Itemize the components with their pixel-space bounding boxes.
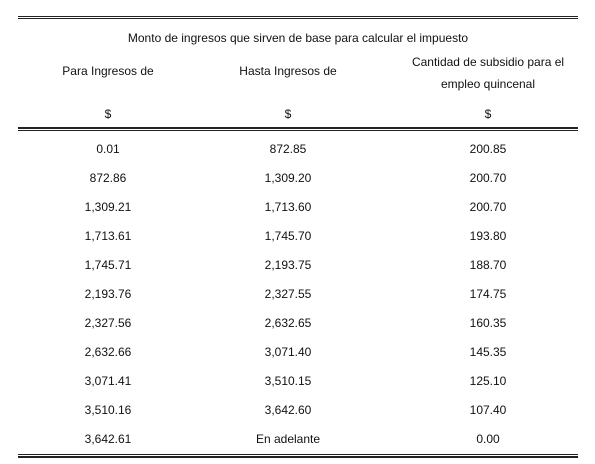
cell-subsidy: 160.35: [469, 316, 507, 330]
table-top-rule: [18, 16, 578, 19]
currency-subsidy: $: [484, 107, 492, 121]
cell-subsidy: 107.40: [469, 403, 507, 417]
cell-subsidy: 200.70: [469, 171, 507, 185]
table-row: 0.01 872.85 200.85: [18, 135, 578, 164]
currency-row: $ $ $: [18, 103, 578, 127]
cell-to: 1,713.60: [264, 200, 312, 214]
table-body: 0.01 872.85 200.85 872.86 1,309.20 200.7…: [18, 135, 578, 454]
cell-from: 872.86: [89, 171, 127, 185]
table-row: 2,327.56 2,632.65 160.35: [18, 309, 578, 338]
cell-from: 2,193.76: [84, 287, 132, 301]
cell-to: 872.85: [269, 142, 307, 156]
table-row: 872.86 1,309.20 200.70: [18, 164, 578, 193]
header-double-rule: [18, 127, 578, 131]
cell-to: 3,071.40: [264, 345, 312, 359]
cell-to: En adelante: [255, 432, 321, 446]
cell-from: 1,745.71: [84, 258, 132, 272]
header-subsidy-line1: Cantidad de subsidio para el: [411, 55, 565, 69]
cell-from: 3,510.16: [84, 403, 132, 417]
table-row: 3,510.16 3,642.60 107.40: [18, 396, 578, 425]
cell-subsidy: 174.75: [469, 287, 507, 301]
table-row: 1,309.21 1,713.60 200.70: [18, 193, 578, 222]
cell-from: 1,713.61: [84, 229, 132, 243]
cell-to: 2,193.75: [264, 258, 312, 272]
cell-to: 1,745.70: [264, 229, 312, 243]
cell-subsidy: 200.85: [469, 142, 507, 156]
header-from: Para Ingresos de: [62, 64, 154, 78]
cell-from: 3,642.61: [84, 432, 132, 446]
cell-from: 2,632.66: [84, 345, 132, 359]
cell-from: 1,309.21: [84, 200, 132, 214]
table-row: 1,713.61 1,745.70 193.80: [18, 222, 578, 251]
table-row: 2,193.76 2,327.55 174.75: [18, 280, 578, 309]
cell-subsidy: 125.10: [469, 374, 507, 388]
cell-to: 1,309.20: [264, 171, 312, 185]
cell-from: 2,327.56: [84, 316, 132, 330]
cell-subsidy: 200.70: [469, 200, 507, 214]
cell-from: 3,071.41: [84, 374, 132, 388]
table-caption: Monto de ingresos que sirven de base par…: [127, 31, 469, 45]
currency-to: $: [284, 107, 292, 121]
table-row: 3,071.41 3,510.15 125.10: [18, 367, 578, 396]
cell-subsidy: 188.70: [469, 258, 507, 272]
cell-to: 3,642.60: [264, 403, 312, 417]
header-subsidy-line2: empleo quincenal: [440, 77, 536, 91]
cell-subsidy: 0.00: [476, 432, 500, 446]
table-bottom-rule: [18, 454, 578, 458]
cell-subsidy: 193.80: [469, 229, 507, 243]
cell-subsidy: 145.35: [469, 345, 507, 359]
header-subsidy: Cantidad de subsidio para el empleo quin…: [383, 51, 593, 95]
cell-to: 2,632.65: [264, 316, 312, 330]
table-row: 1,745.71 2,193.75 188.70: [18, 251, 578, 280]
currency-from: $: [104, 107, 112, 121]
table-row: 2,632.66 3,071.40 145.35: [18, 338, 578, 367]
header-to: Hasta Ingresos de: [239, 64, 337, 78]
table-header: Para Ingresos de Hasta Ingresos de Canti…: [18, 51, 578, 103]
cell-to: 3,510.15: [264, 374, 312, 388]
table-row: 3,642.61 En adelante 0.00: [18, 425, 578, 454]
cell-from: 0.01: [96, 142, 120, 156]
subsidy-table: Monto de ingresos que sirven de base par…: [18, 16, 578, 458]
cell-to: 2,327.55: [264, 287, 312, 301]
